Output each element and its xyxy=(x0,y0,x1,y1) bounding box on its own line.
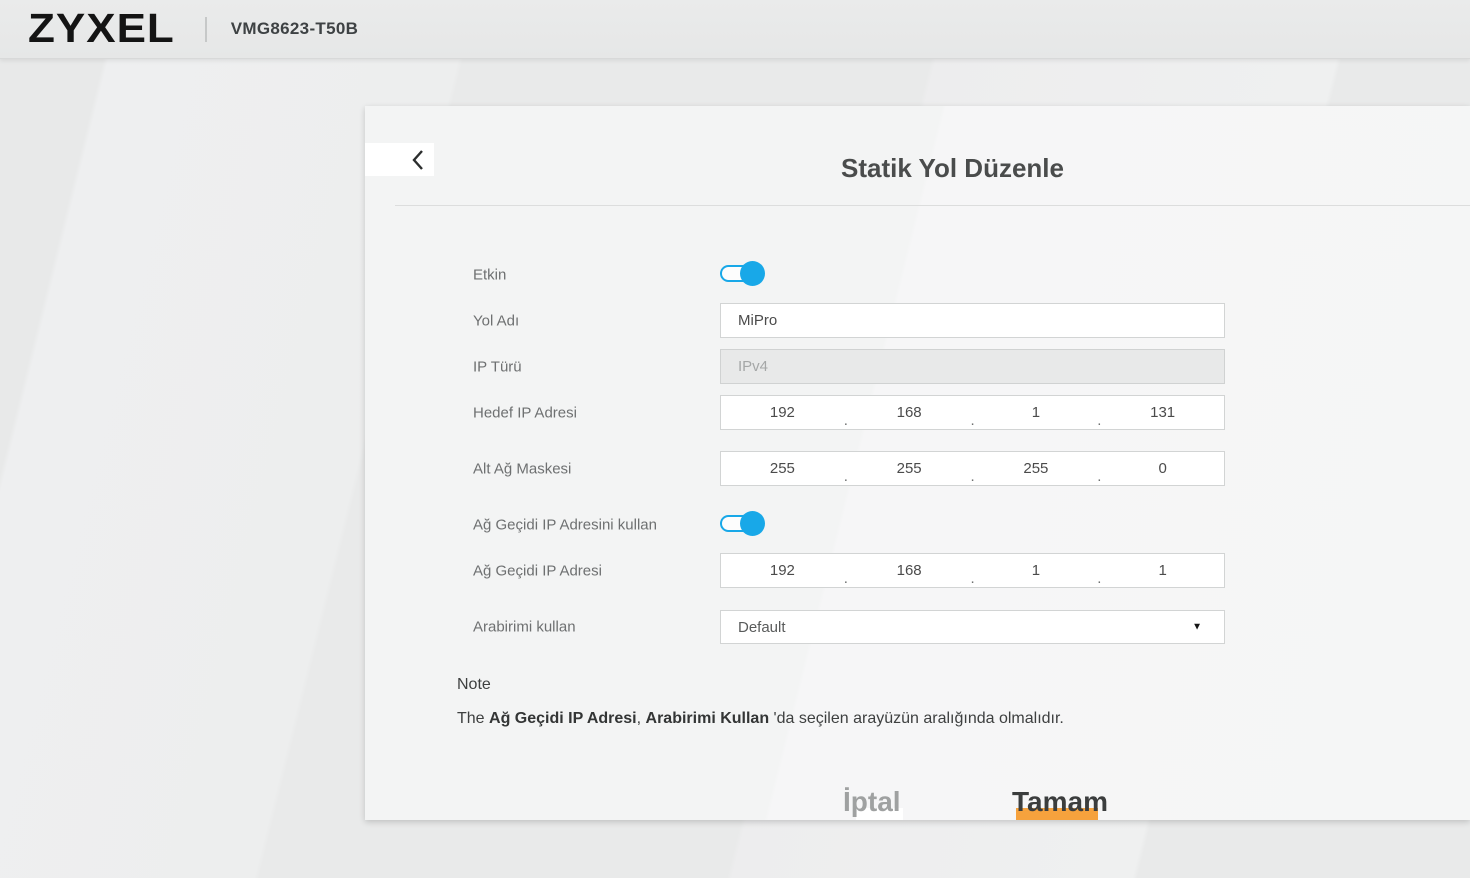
use-gateway-row: Ağ Geçidi IP Adresini kullan xyxy=(365,511,1470,539)
ip-dot: . xyxy=(970,570,975,587)
enable-label: Etkin xyxy=(473,266,507,284)
app-header: ZYXEL VMG8623-T50B xyxy=(0,0,1470,59)
dest-ip-label: Hedef IP Adresi xyxy=(473,404,577,421)
subnet-octet-4[interactable] xyxy=(1101,452,1224,485)
gateway-ip-octet-2[interactable] xyxy=(847,554,971,587)
subnet-octet-1[interactable] xyxy=(721,452,844,485)
route-name-label: Yol Adı xyxy=(473,312,520,329)
ip-dot: . xyxy=(843,570,848,587)
note-prefix: The xyxy=(457,710,490,727)
cancel-button[interactable]: İptal xyxy=(843,786,901,817)
ip-dot: . xyxy=(970,412,975,429)
dest-ip-octet-2[interactable] xyxy=(847,396,971,429)
back-button[interactable] xyxy=(365,143,434,176)
subnet-label: Alt Ağ Maskesi xyxy=(473,460,572,477)
chevron-left-icon xyxy=(410,148,426,172)
static-route-edit-dialog: Statik Yol Düzenle Etkin Yol Adı IP Türü… xyxy=(365,106,1470,820)
ip-dot: . xyxy=(843,412,848,429)
ip-dot: . xyxy=(1097,570,1102,587)
ip-dot: . xyxy=(1097,412,1102,429)
gateway-ip-row: Ağ Geçidi IP Adresi . . . xyxy=(365,553,1470,588)
use-gateway-toggle[interactable] xyxy=(720,511,766,537)
subnet-octet-3[interactable] xyxy=(974,452,1098,485)
dest-ip-row: Hedef IP Adresi . . . xyxy=(365,395,1470,430)
ip-dot: . xyxy=(1097,468,1102,485)
note-bold-gateway: Ağ Geçidi IP Adresi xyxy=(489,710,637,727)
device-model-label: VMG8623-T50B xyxy=(230,19,359,38)
ip-dot: . xyxy=(970,468,975,485)
dest-ip-group: . . . xyxy=(720,395,1225,430)
gateway-ip-label: Ağ Geçidi IP Adresi xyxy=(473,562,602,579)
zyxel-logo: ZYXEL xyxy=(28,6,175,52)
ok-button-highlight xyxy=(1016,808,1098,820)
ip-dot: . xyxy=(843,468,848,485)
ip-type-input xyxy=(720,349,1225,384)
ip-type-row: IP Türü xyxy=(365,349,1470,384)
ip-type-label: IP Türü xyxy=(473,358,522,375)
dest-ip-octet-4[interactable] xyxy=(1101,396,1224,429)
subnet-row: Alt Ağ Maskesi . . . xyxy=(365,451,1470,486)
gateway-ip-octet-3[interactable] xyxy=(974,554,1098,587)
note-suffix: 'da seçilen arayüzün aralığında olmalıdı… xyxy=(769,710,1064,727)
subnet-group: . . . xyxy=(720,451,1225,486)
note-bold-interface: Arabirimi Kullan xyxy=(645,710,770,727)
subnet-octet-2[interactable] xyxy=(847,452,971,485)
title-divider xyxy=(395,205,1470,206)
gateway-ip-octet-4[interactable] xyxy=(1101,554,1224,587)
note-mid: , xyxy=(636,710,646,727)
cancel-button-highlight xyxy=(856,808,903,820)
dest-ip-octet-3[interactable] xyxy=(974,396,1098,429)
gateway-ip-octet-1[interactable] xyxy=(721,554,844,587)
route-name-row: Yol Adı xyxy=(365,303,1470,338)
enable-toggle[interactable] xyxy=(720,261,766,287)
interface-select[interactable]: Default ▼ xyxy=(720,610,1225,644)
gateway-ip-group: . . . xyxy=(720,553,1225,588)
ok-button[interactable]: Tamam xyxy=(1012,786,1108,817)
route-name-input[interactable] xyxy=(720,303,1225,338)
toggle-knob xyxy=(740,261,765,286)
use-gateway-label: Ağ Geçidi IP Adresini kullan xyxy=(473,516,657,534)
header-separator xyxy=(204,16,207,42)
interface-label: Arabirimi kullan xyxy=(473,618,576,636)
chevron-down-icon: ▼ xyxy=(1192,621,1202,633)
note-title: Note xyxy=(457,676,491,693)
note-text: The Ağ Geçidi IP Adresi, Arabirimi Kulla… xyxy=(457,710,1064,728)
page-title: Statik Yol Düzenle xyxy=(841,153,1064,183)
interface-row: Arabirimi kullan Default ▼ xyxy=(365,610,1470,644)
dest-ip-octet-1[interactable] xyxy=(721,396,844,429)
interface-selected-value: Default xyxy=(738,618,786,636)
enable-row: Etkin xyxy=(365,261,1470,289)
toggle-knob xyxy=(740,511,765,536)
